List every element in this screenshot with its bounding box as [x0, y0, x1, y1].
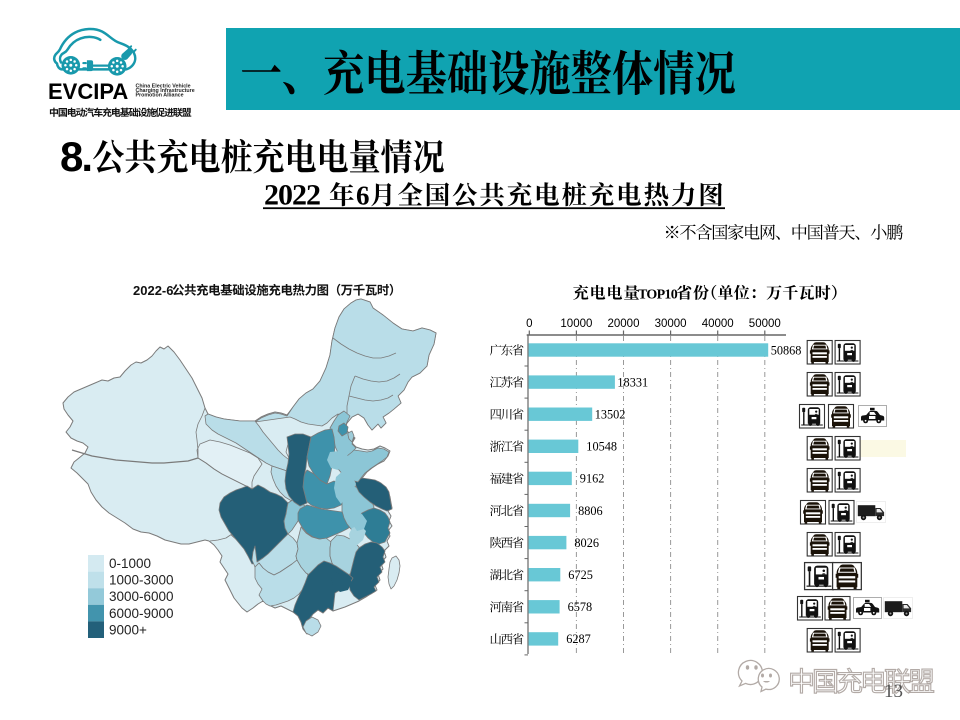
svg-text:18331: 18331 [617, 375, 648, 389]
svg-text:13: 13 [884, 681, 903, 702]
svg-text:20000: 20000 [608, 318, 640, 330]
svg-text:13502: 13502 [595, 408, 626, 422]
svg-text:6725: 6725 [568, 568, 593, 582]
svg-text:EVCIPA: EVCIPA [48, 79, 128, 104]
svg-text:6287: 6287 [566, 632, 591, 646]
svg-text:China Electric Vehicle: China Electric Vehicle [136, 83, 191, 89]
svg-text:0: 0 [526, 318, 532, 330]
svg-text:1000-3000: 1000-3000 [109, 573, 174, 588]
svg-text:6: 6 [356, 181, 370, 211]
svg-text:50868: 50868 [771, 343, 802, 357]
svg-text:30000: 30000 [655, 318, 687, 330]
svg-text:50000: 50000 [749, 318, 781, 330]
svg-text:8806: 8806 [578, 504, 603, 518]
svg-text:TOP10: TOP10 [638, 288, 678, 303]
svg-text:9000+: 9000+ [109, 622, 147, 637]
svg-text:Promotion Alliance: Promotion Alliance [136, 92, 184, 98]
svg-text:0-1000: 0-1000 [109, 556, 151, 571]
svg-text:Charging Infrastructure: Charging Infrastructure [136, 88, 195, 94]
svg-text:8026: 8026 [574, 536, 599, 550]
svg-text:8.: 8. [60, 133, 91, 180]
svg-text:6000-9000: 6000-9000 [109, 606, 174, 621]
svg-text:40000: 40000 [702, 318, 734, 330]
svg-text:6578: 6578 [568, 600, 593, 614]
svg-text:3000-6000: 3000-6000 [109, 589, 174, 604]
svg-text:9162: 9162 [580, 472, 605, 486]
svg-text:2022: 2022 [264, 179, 320, 212]
svg-text:10000: 10000 [560, 318, 592, 330]
svg-text:2022-6: 2022-6 [133, 283, 173, 298]
svg-text:10548: 10548 [586, 440, 617, 454]
